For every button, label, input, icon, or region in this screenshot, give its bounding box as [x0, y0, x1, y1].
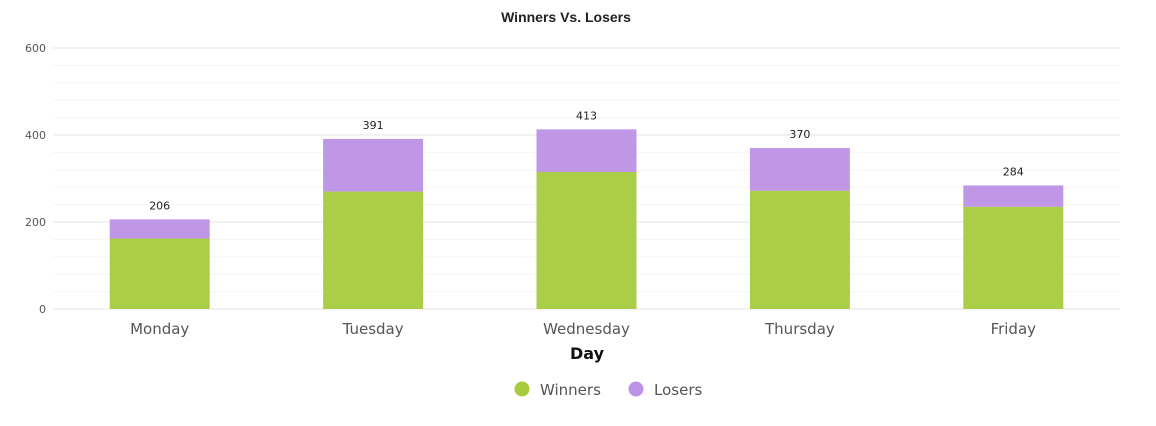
bar-winners-monday[interactable] — [109, 238, 210, 309]
x-tick-label: Thursday — [764, 320, 835, 338]
bar-losers-wednesday[interactable] — [536, 129, 637, 172]
total-data-label: 413 — [576, 109, 597, 122]
x-tick-label: Monday — [130, 320, 189, 338]
chart-title: Winners Vs. Losers — [501, 9, 631, 25]
x-axis: Monday Tuesday Wednesday Thursday Friday — [130, 320, 1036, 338]
legend-marker — [628, 381, 644, 397]
legend[interactable]: Winners Losers — [514, 381, 703, 399]
bar-losers-friday[interactable] — [963, 185, 1064, 207]
bar-winners-wednesday[interactable] — [536, 171, 637, 309]
legend-item-winners[interactable]: Winners — [514, 381, 602, 399]
y-tick-label: 0 — [39, 303, 46, 316]
bar-winners-friday[interactable] — [963, 206, 1064, 309]
legend-label: Losers — [654, 381, 702, 399]
bar-winners-thursday[interactable] — [749, 190, 850, 309]
legend-item-losers[interactable]: Losers — [628, 381, 703, 399]
legend-marker — [514, 381, 530, 397]
data-labels: 206 391 413 370 284 — [149, 109, 1024, 212]
bars — [109, 129, 1064, 309]
total-data-label: 391 — [363, 119, 384, 132]
y-tick-label: 400 — [25, 129, 46, 142]
y-tick-label: 600 — [25, 42, 46, 55]
legend-label: Winners — [540, 381, 601, 399]
bar-winners-tuesday[interactable] — [323, 191, 424, 309]
bar-losers-monday[interactable] — [109, 219, 210, 239]
bar-losers-thursday[interactable] — [749, 148, 850, 191]
total-data-label: 284 — [1003, 165, 1024, 178]
bar-losers-tuesday[interactable] — [323, 138, 424, 192]
x-axis-label: Day — [570, 344, 605, 363]
x-tick-label: Friday — [991, 320, 1037, 338]
total-data-label: 206 — [149, 199, 170, 212]
x-tick-label: Tuesday — [342, 320, 404, 338]
x-tick-label: Wednesday — [543, 320, 630, 338]
y-tick-label: 200 — [25, 216, 46, 229]
total-data-label: 370 — [789, 128, 810, 141]
y-axis: 0 200 400 600 — [25, 42, 46, 316]
